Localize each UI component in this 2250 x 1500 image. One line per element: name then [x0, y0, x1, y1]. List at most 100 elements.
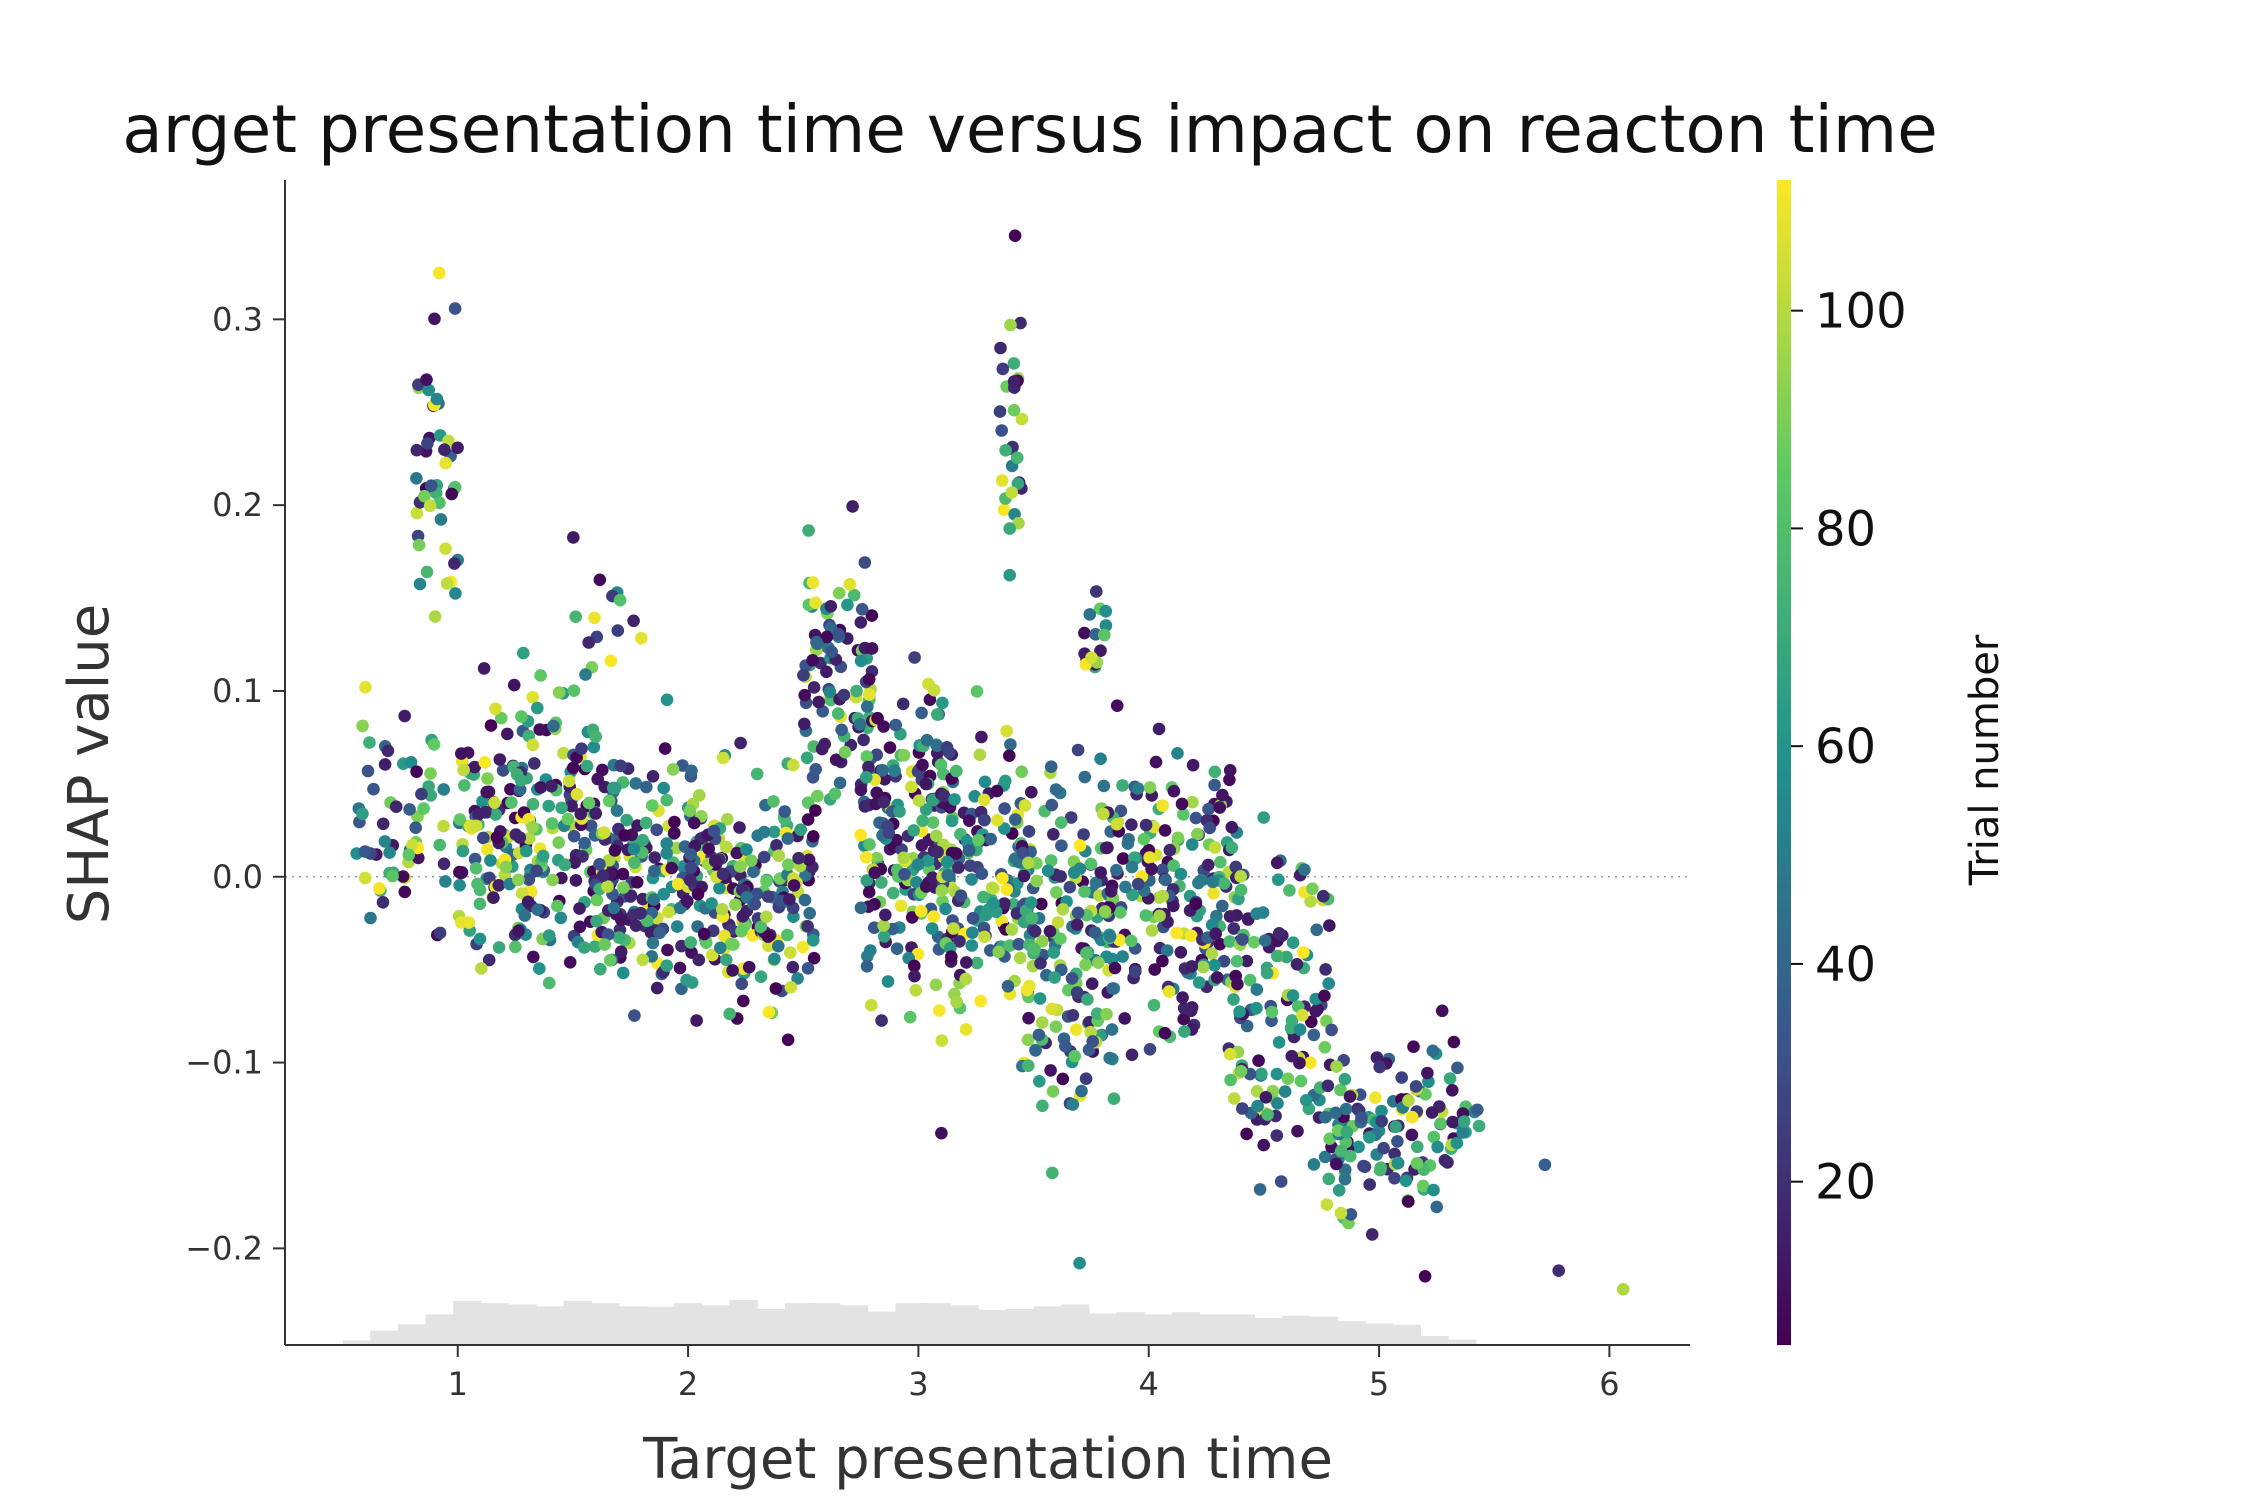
- data-point: [589, 730, 602, 743]
- data-point: [662, 905, 675, 919]
- data-point: [1022, 856, 1035, 870]
- data-point: [1286, 936, 1300, 949]
- data-point: [1323, 919, 1336, 932]
- data-point: [545, 779, 558, 793]
- data-point: [941, 868, 954, 882]
- data-point: [850, 684, 863, 698]
- data-point: [418, 489, 431, 503]
- data-point: [1236, 933, 1249, 946]
- data-point: [1107, 1092, 1121, 1105]
- data-point: [1071, 906, 1085, 920]
- data-point: [660, 959, 674, 972]
- data-point: [860, 750, 874, 763]
- data-point: [1162, 985, 1176, 998]
- data-point: [417, 802, 430, 815]
- data-point: [995, 424, 1008, 437]
- data-point: [1352, 1140, 1365, 1154]
- data-point: [522, 873, 536, 886]
- data-point: [1317, 889, 1330, 903]
- data-point: [837, 688, 851, 702]
- data-point: [578, 941, 591, 954]
- data-point: [1034, 957, 1047, 970]
- data-point: [1304, 1056, 1317, 1069]
- colorbar-tick-label: 40: [1815, 937, 1876, 993]
- data-point: [582, 796, 596, 810]
- data-point: [526, 797, 540, 811]
- data-point: [620, 813, 633, 827]
- data-point: [1217, 955, 1231, 968]
- histogram-bar: [1227, 1314, 1256, 1345]
- data-point: [1032, 1028, 1046, 1042]
- data-point: [715, 903, 729, 916]
- data-point: [593, 573, 607, 587]
- data-point: [1230, 954, 1244, 968]
- data-point: [1281, 1072, 1295, 1085]
- data-point: [428, 610, 442, 623]
- data-point: [1443, 1072, 1457, 1085]
- data-point: [478, 806, 492, 819]
- data-point: [781, 1033, 795, 1047]
- data-point: [551, 899, 564, 913]
- data-point: [358, 871, 372, 885]
- data-point: [1255, 1067, 1268, 1081]
- data-point: [930, 739, 944, 753]
- data-point: [1256, 906, 1270, 919]
- data-point: [832, 628, 845, 641]
- data-point: [1084, 857, 1098, 871]
- data-point: [803, 907, 816, 920]
- data-point: [791, 972, 804, 985]
- histogram-bar: [1144, 1314, 1173, 1345]
- data-point: [489, 702, 502, 716]
- histogram-bar: [425, 1314, 454, 1345]
- data-point: [1250, 1085, 1264, 1098]
- data-point: [1202, 802, 1215, 816]
- data-point: [1370, 1051, 1384, 1064]
- data-point: [1411, 1140, 1424, 1154]
- data-point: [1270, 949, 1284, 963]
- data-point: [587, 740, 601, 754]
- data-point: [831, 707, 845, 720]
- histogram-bar: [1199, 1314, 1228, 1345]
- data-point: [1438, 1154, 1452, 1167]
- data-point: [1139, 818, 1153, 832]
- data-point: [911, 858, 925, 871]
- data-point: [769, 982, 783, 995]
- data-point: [999, 444, 1012, 457]
- data-point: [378, 758, 392, 771]
- data-point: [1291, 1124, 1304, 1138]
- data-point: [1094, 752, 1107, 766]
- chart-title: arget presentation time versus impact on…: [122, 91, 1937, 168]
- data-point: [1191, 827, 1204, 841]
- data-point: [531, 903, 544, 916]
- data-point: [406, 838, 419, 852]
- data-point: [1203, 821, 1216, 835]
- data-point: [820, 630, 834, 644]
- data-point: [875, 876, 888, 889]
- histogram-bar: [950, 1305, 979, 1345]
- data-point: [1373, 1060, 1386, 1074]
- data-point: [954, 889, 968, 902]
- data-point: [1047, 946, 1061, 959]
- data-point: [970, 685, 984, 698]
- data-point: [361, 764, 375, 778]
- data-point: [751, 829, 764, 842]
- data-point: [903, 1010, 917, 1024]
- data-point: [915, 706, 928, 720]
- data-point: [567, 684, 581, 697]
- data-point: [1270, 1129, 1284, 1142]
- data-point: [1079, 1072, 1093, 1085]
- data-point: [1056, 903, 1070, 916]
- data-point: [931, 708, 944, 721]
- data-point: [386, 869, 399, 883]
- data-point: [512, 873, 525, 887]
- data-point: [735, 925, 748, 938]
- data-point: [1015, 412, 1029, 426]
- data-point: [1015, 765, 1028, 778]
- data-point: [515, 710, 528, 723]
- data-point: [801, 920, 814, 933]
- data-point: [518, 909, 532, 922]
- data-point: [1450, 1136, 1464, 1150]
- data-point: [420, 565, 434, 579]
- data-point: [1099, 619, 1113, 632]
- data-point: [1011, 451, 1024, 465]
